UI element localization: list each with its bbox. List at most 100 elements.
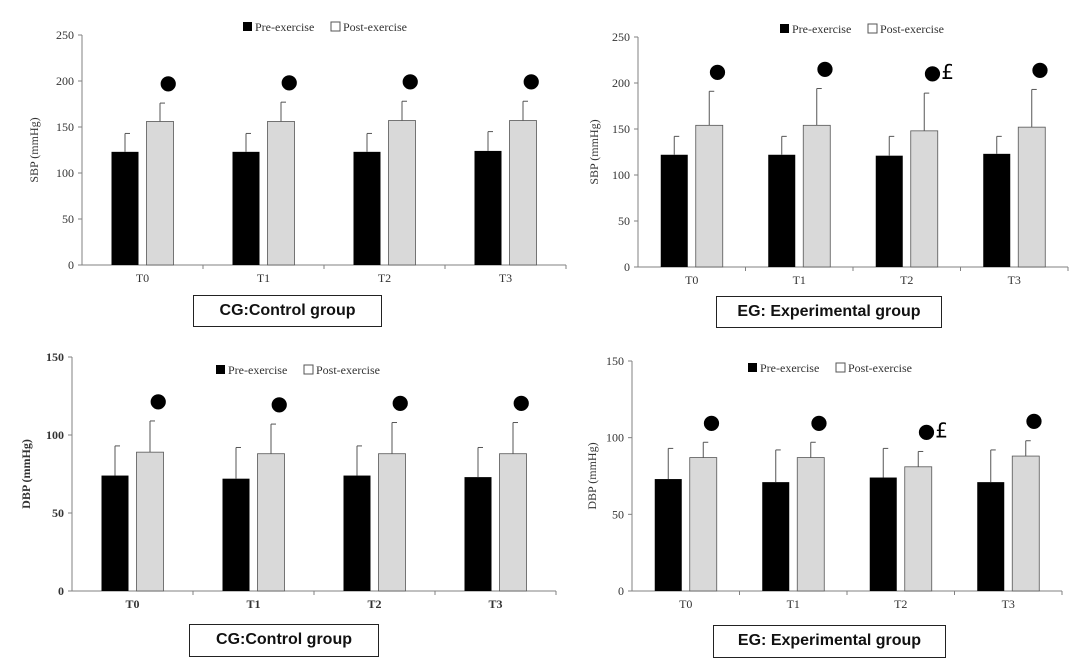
- cg-dbp-x-tick-label: T2: [367, 597, 381, 611]
- cg-sbp-x-tick-label: T3: [499, 271, 512, 285]
- cg-dbp-y-axis-label: DBP (mmHg): [19, 439, 33, 509]
- eg-dbp-bar-pre: [869, 477, 897, 591]
- cg-dbp-bar-pre: [343, 475, 371, 591]
- eg-dbp-bar-post: [1011, 455, 1040, 592]
- eg-sbp-y-tick-label: 150: [612, 122, 630, 136]
- cg-dbp-bar-post: [136, 451, 164, 592]
- eg-dbp-y-tick-label: 0: [618, 584, 624, 598]
- cg-sbp-y-tick-label: 150: [56, 120, 74, 134]
- cg-dbp-legend-swatch-pre: [216, 365, 225, 374]
- eg-dbp-x-tick-label: T2: [894, 597, 907, 611]
- eg-sbp-x-tick-label: T0: [685, 273, 698, 287]
- cg-sbp-significance-marker: ●: [281, 69, 298, 93]
- eg-sbp-bar-pre: [875, 155, 903, 267]
- eg-dbp-bar-post: [904, 466, 933, 592]
- eg-sbp-legend-swatch-post: [867, 23, 878, 34]
- cg-sbp-bar-pre: [232, 151, 260, 265]
- cg-sbp-y-axis-label: SBP (mmHg): [27, 117, 41, 182]
- eg-dbp-significance-marker: ●: [1025, 408, 1042, 432]
- eg-sbp-bar-pre: [983, 153, 1011, 267]
- eg-sbp-y-tick-label: 200: [612, 76, 630, 90]
- eg-sbp-bar-pre: [768, 154, 796, 267]
- eg-dbp-x-tick-label: T3: [1002, 597, 1015, 611]
- eg-dbp-significance-marker: ●: [703, 409, 720, 433]
- cg-dbp-bar-pre: [464, 477, 492, 591]
- cg-sbp-x-tick-label: T1: [257, 271, 270, 285]
- group-label-eg-sbp: EG: Experimental group: [716, 296, 942, 328]
- cg-sbp-bar-post: [509, 120, 537, 266]
- eg-sbp-bar-post: [1017, 126, 1046, 268]
- cg-sbp-significance-marker: ●: [160, 70, 177, 94]
- eg-dbp-legend-swatch-post: [835, 362, 846, 373]
- cg-dbp-y-tick-label: 150: [46, 350, 64, 364]
- cg-dbp-bar-pre: [101, 475, 129, 591]
- eg-sbp-x-tick-label: T2: [900, 273, 913, 287]
- cg-sbp-y-tick-label: 250: [56, 28, 74, 42]
- eg-sbp-significance-marker: ●: [1031, 56, 1048, 80]
- eg-dbp-x-tick-label: T0: [679, 597, 692, 611]
- eg-dbp-y-tick-label: 100: [606, 431, 624, 445]
- cg-dbp-significance-marker: ●: [271, 391, 288, 415]
- cg-sbp-bar-post: [146, 121, 174, 266]
- cg-dbp-x-tick-label: T1: [246, 597, 260, 611]
- eg-dbp-bar-pre: [654, 479, 682, 591]
- eg-sbp-legend-label-pre: Pre-exercise: [792, 22, 851, 36]
- group-label-cg-sbp: CG:Control group: [193, 295, 382, 327]
- eg-sbp-significance-marker: ●£: [924, 60, 954, 84]
- eg-sbp-significance-marker: ●: [709, 58, 726, 82]
- eg-sbp-legend-swatch-pre: [780, 24, 789, 33]
- cg-dbp-y-tick-label: 0: [58, 584, 64, 598]
- cg-dbp-x-tick-label: T0: [125, 597, 139, 611]
- cg-sbp-bar-post: [267, 121, 295, 266]
- cg-sbp-y-tick-label: 200: [56, 74, 74, 88]
- cg-sbp-bar-post: [388, 120, 416, 266]
- cg-sbp-y-tick-label: 0: [68, 258, 74, 272]
- cg-sbp-bar-pre: [353, 151, 381, 265]
- eg-dbp-legend-swatch-pre: [748, 363, 757, 372]
- eg-sbp-bar-post: [910, 130, 939, 268]
- eg-sbp-bar-post: [802, 124, 831, 268]
- cg-dbp-bar-pre: [222, 478, 250, 591]
- eg-dbp-bar-pre: [977, 482, 1005, 591]
- cg-sbp-bar-pre: [111, 151, 139, 265]
- cg-dbp-y-tick-label: 50: [52, 506, 64, 520]
- cg-dbp-x-tick-label: T3: [488, 597, 502, 611]
- eg-sbp-x-tick-label: T1: [793, 273, 806, 287]
- cg-sbp-significance-marker: ●: [523, 68, 540, 92]
- group-label-eg-dbp: EG: Experimental group: [713, 625, 946, 658]
- cg-sbp-x-tick-label: T2: [378, 271, 391, 285]
- eg-dbp-y-axis-label: DBP (mmHg): [585, 442, 599, 509]
- eg-dbp-x-tick-label: T1: [787, 597, 800, 611]
- cg-sbp-bar-pre: [474, 150, 502, 265]
- eg-dbp-significance-marker: ●£: [918, 418, 948, 442]
- eg-dbp-legend-label-post: Post-exercise: [848, 361, 912, 375]
- eg-sbp-x-tick-label: T3: [1008, 273, 1021, 287]
- cg-dbp-y-tick-label: 100: [46, 428, 64, 442]
- eg-dbp-y-tick-label: 50: [612, 507, 624, 521]
- eg-sbp-y-tick-label: 50: [618, 214, 630, 228]
- eg-sbp-y-tick-label: 250: [612, 30, 630, 44]
- eg-dbp-bar-pre: [762, 482, 790, 591]
- eg-sbp-y-tick-label: 0: [624, 260, 630, 274]
- cg-sbp-significance-marker: ●: [402, 68, 419, 92]
- eg-dbp-bar-post: [689, 457, 718, 592]
- cg-dbp-bar-post: [257, 453, 285, 592]
- eg-dbp-bar-post: [796, 457, 825, 592]
- cg-sbp-legend-label-pre: Pre-exercise: [255, 20, 314, 34]
- cg-sbp-legend-swatch-pre: [243, 22, 252, 31]
- cg-dbp-legend-label-pre: Pre-exercise: [228, 363, 287, 377]
- cg-dbp-significance-marker: ●: [150, 388, 167, 412]
- eg-sbp-y-tick-label: 100: [612, 168, 630, 182]
- eg-sbp-y-axis-label: SBP (mmHg): [587, 119, 601, 184]
- eg-sbp-legend-label-post: Post-exercise: [880, 22, 944, 36]
- eg-sbp-bar-post: [695, 124, 724, 268]
- cg-dbp-significance-marker: ●: [513, 390, 530, 414]
- cg-dbp-bar-post: [499, 453, 527, 592]
- group-label-cg-dbp: CG:Control group: [189, 624, 379, 657]
- cg-dbp-bar-post: [378, 453, 406, 592]
- eg-sbp-bar-pre: [660, 154, 688, 267]
- cg-sbp-legend-label-post: Post-exercise: [343, 20, 407, 34]
- cg-sbp-x-tick-label: T0: [136, 271, 149, 285]
- cg-dbp-significance-marker: ●: [392, 390, 409, 414]
